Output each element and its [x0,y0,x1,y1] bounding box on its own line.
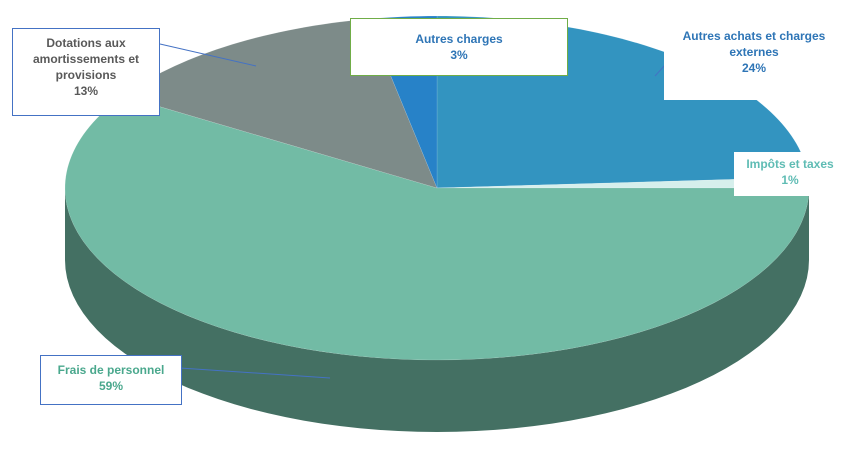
label-name: Dotations aux amortissements et provisio… [32,36,140,82]
label-name: Frais de personnel [57,363,165,377]
label-name: Autres charges [415,32,503,46]
label-value: 13% [73,84,99,98]
label-name: Impôts et taxes [746,157,834,171]
label-value: 24% [741,61,767,75]
label-value: 1% [781,173,799,187]
leader-line [179,367,331,379]
data-label: Autres charges 3% [350,18,568,76]
pie-slice [64,95,810,361]
slice-side [65,188,809,432]
label-value: 3% [450,48,468,62]
label-value: 59% [98,379,124,393]
data-label: Frais de personnel 59% [40,355,182,405]
data-label: Dotations aux amortissements et provisio… [12,28,160,116]
leader-line [159,43,257,67]
data-label: Impôts et taxes 1% [734,152,844,196]
label-name: Autres achats et charges externes [682,29,826,59]
data-label: Autres achats et charges externes 24% [664,10,844,100]
